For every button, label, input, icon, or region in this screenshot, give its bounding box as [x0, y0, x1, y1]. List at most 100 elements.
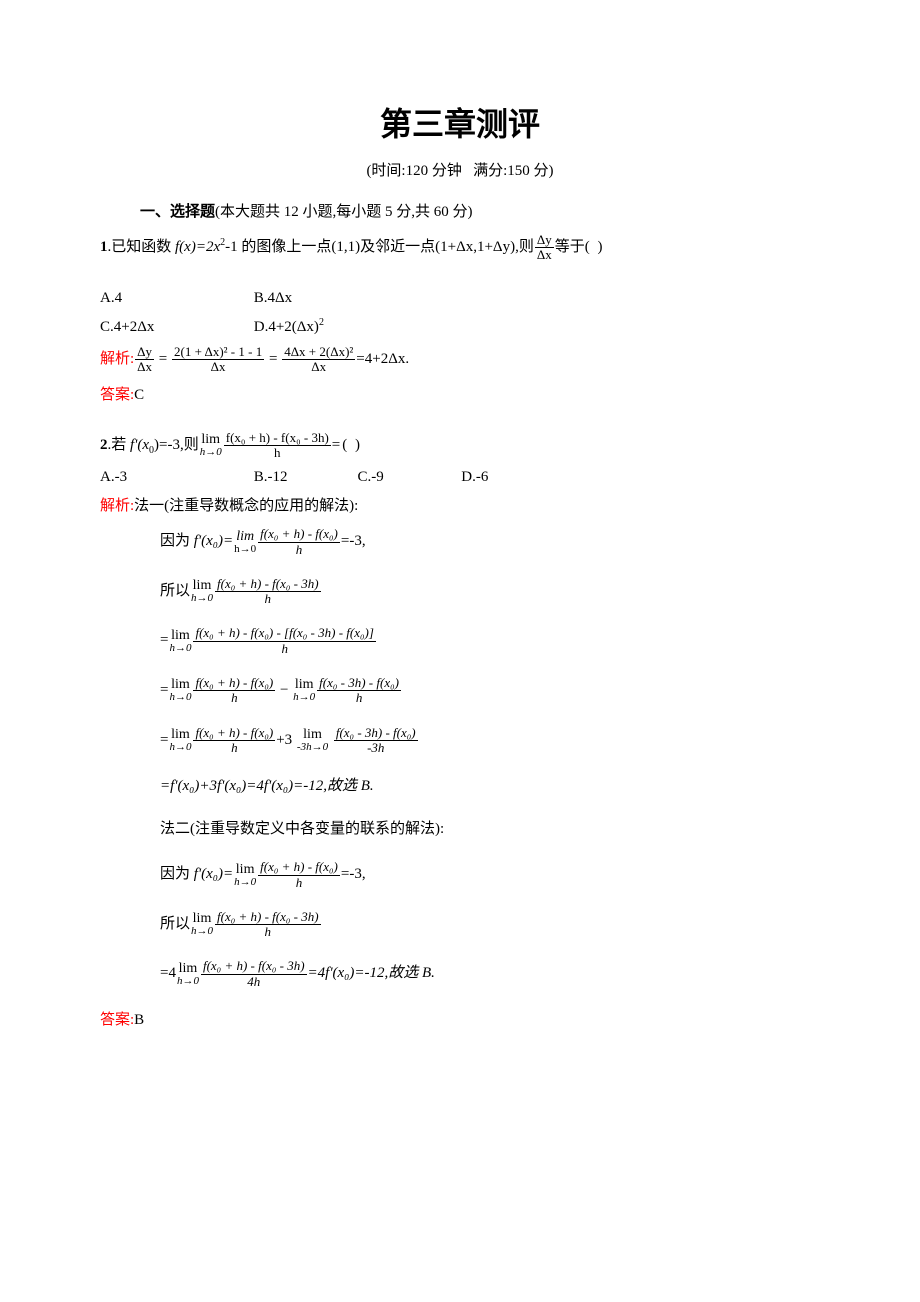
q2-m1-l4-lim2: limh→0	[293, 678, 315, 703]
q2-m1-l4-minus: −	[276, 682, 292, 698]
q2-options: A.-3 B.-12 C.-9 D.-6	[100, 466, 820, 489]
q2-m1-l4-f1-num: f(x₀ + h) - f(x₀)	[193, 676, 275, 691]
q2-m1-l4-f1: f(x₀ + h) - f(x₀)h	[193, 676, 275, 706]
q2-m2-l3-frac: f(x₀ + h) - f(x₀ - 3h)4h	[201, 959, 307, 989]
section-heading: 一、选择题(本大题共 12 小题,每小题 5 分,共 60 分)	[140, 201, 820, 224]
q1-opt-row1: A.4 B.4Δx	[100, 287, 820, 310]
q2-m1-l4-lim1: limh→0	[169, 678, 191, 703]
q2-m1-l4-f1-den: h	[193, 691, 275, 705]
q1-answer-label: 答案:	[100, 387, 134, 403]
q1-opt-d-exp: 2	[319, 317, 324, 328]
q2-m1-l5-plus3: +3	[276, 732, 292, 748]
q1-an-lhs-num: Δy	[135, 345, 154, 360]
q1-an-lhs: ΔyΔx	[135, 345, 154, 375]
q1-opt-d-pre: D.4+2(Δx)	[254, 319, 319, 335]
page-title: 第三章测评	[100, 100, 820, 148]
q1-an-f1-den: Δx	[172, 360, 264, 374]
q2-m2-line1: 因为 f'(x₀)=limh→0f(x₀ + h) - f(x₀)h=-3,	[160, 860, 820, 890]
q2-m1-l1-frac: f(x₀ + h) - f(x₀)h	[258, 527, 340, 557]
q2-m1-l2-lim-top: lim	[191, 579, 213, 593]
q1-opt-a: A.4	[100, 287, 240, 310]
q2-m2-line3: =4limh→0f(x₀ + h) - f(x₀ - 3h)4h=4f'(x₀)…	[160, 959, 820, 989]
q2-m1-l1-lim: limh→0	[234, 530, 256, 555]
q1-opt-b: B.4Δx	[254, 287, 394, 310]
q1-an-lhs-den: Δx	[135, 360, 154, 374]
q2-analysis-label: 解析:	[100, 498, 134, 514]
q2-m1-l5-f2-den: -3h	[334, 741, 418, 755]
q2-m2-l3-tail: =4f'(x₀)=-12,故选 B.	[308, 966, 435, 982]
q1-an-f1: 2(1 + Δx)² - 1 - 1Δx	[172, 345, 264, 375]
q2-m2-l1-fp: f'(x₀)=	[194, 866, 233, 882]
q2-m1-l1-fp: f'(x₀)=	[194, 534, 233, 550]
q2-m1-l4-lim2-top: lim	[293, 678, 315, 692]
q1-func: f(x)=2x	[175, 239, 220, 255]
q2-analysis-header: 解析:法一(注重导数概念的应用的解法):	[100, 495, 820, 518]
q2-m1-l5-lim2-bot: -3h→0	[297, 742, 328, 753]
q1-an-f2-num: 4Δx + 2(Δx)²	[282, 345, 355, 360]
q1-t2: -1 的图像上一点(1,1)及邻近一点(1+Δx,1+Δy),则	[225, 239, 534, 255]
q2-m1-l3-lim: limh→0	[169, 629, 191, 654]
q2-m1-l1-pre: 因为	[160, 534, 194, 550]
q2-m2-l3-frac-num: f(x₀ + h) - f(x₀ - 3h)	[201, 959, 307, 974]
q2-opt-d: D.-6	[461, 466, 551, 489]
q2-blank: =( )	[332, 437, 362, 453]
q1-answer-val: C	[134, 387, 144, 403]
q2-m1-l4-lim1-bot: h→0	[169, 692, 191, 703]
q2-frac: f(x₀ + h) - f(x₀ - 3h)h	[224, 431, 331, 461]
q2-m1-l2-pre: 所以	[160, 583, 190, 599]
q1-opt-row2: C.4+2Δx D.4+2(Δx)2	[100, 315, 820, 339]
section-desc: (本大题共 12 小题,每小题 5 分,共 60 分)	[215, 204, 473, 220]
q2-eqn3: )=-3,则	[154, 437, 199, 453]
q2-m1-l2-frac-num: f(x₀ + h) - f(x₀ - 3h)	[215, 577, 321, 592]
time-unit: 分钟	[432, 163, 462, 179]
q1-num: 1	[100, 239, 108, 255]
q2-m2-l1-frac: f(x₀ + h) - f(x₀)h	[258, 860, 340, 890]
q1-frac-num: Δy	[535, 233, 554, 248]
q2-m2-l2-frac-den: h	[215, 925, 321, 939]
q2-m1-l5-lim1: limh→0	[169, 728, 191, 753]
q2-m2-line2: 所以limh→0f(x₀ + h) - f(x₀ - 3h)h	[160, 910, 820, 940]
time-value: 120	[406, 163, 429, 179]
q2-m2-l3-lim-bot: h→0	[177, 976, 199, 987]
q2-m1-l4-f2-num: f(x₀ - 3h) - f(x₀)	[317, 676, 401, 691]
q2-frac-num: f(x₀ + h) - f(x₀ - 3h)	[224, 431, 331, 446]
q2-m2-l3-lim: limh→0	[177, 962, 199, 987]
q2-lim: limh→0	[200, 433, 222, 458]
q2-m1-l1-lim-bot: h→0	[234, 544, 256, 555]
q2-answer-label: 答案:	[100, 1012, 134, 1028]
q1-t3: 等于	[555, 239, 585, 255]
q2-m1-l4-lim2-bot: h→0	[293, 692, 315, 703]
q1-an-res: =4+2Δx.	[356, 351, 409, 367]
q2-m1-l2-frac: f(x₀ + h) - f(x₀ - 3h)h	[215, 577, 321, 607]
q2-answer: 答案:B	[100, 1009, 820, 1032]
q2-m2-l2-lim-bot: h→0	[191, 926, 213, 937]
q2-m1-l5-f2-num: f(x₀ - 3h) - f(x₀)	[334, 726, 418, 741]
q2-m1-line3: =limh→0f(x₀ + h) - f(x₀) - [f(x₀ - 3h) -…	[160, 626, 820, 656]
q1-frac-den: Δx	[535, 248, 554, 262]
q2-m1-l5-lim2: lim-3h→0	[297, 728, 328, 753]
q2-m1-l3-lim-bot: h→0	[169, 643, 191, 654]
q1-opt-d: D.4+2(Δx)2	[254, 315, 394, 339]
q2-m1-line5: =limh→0f(x₀ + h) - f(x₀)h+3 lim-3h→0 f(x…	[160, 726, 820, 756]
q2-m1-l4-f2: f(x₀ - 3h) - f(x₀)h	[317, 676, 401, 706]
q2-m1-l1-frac-den: h	[258, 543, 340, 557]
q2-m1-l1-frac-num: f(x₀ + h) - f(x₀)	[258, 527, 340, 542]
q2-m1-l4-lim1-top: lim	[169, 678, 191, 692]
score-value: 150	[507, 163, 530, 179]
q2-opt-c: C.-9	[358, 466, 448, 489]
score-unit: 分)	[534, 163, 554, 179]
q1-analysis: 解析:ΔyΔx = 2(1 + Δx)² - 1 - 1Δx = 4Δx + 2…	[100, 345, 820, 375]
q2-lim-bot: h→0	[200, 447, 222, 458]
q2-m2-l2-frac: f(x₀ + h) - f(x₀ - 3h)h	[215, 910, 321, 940]
q2-m2-l2-pre: 所以	[160, 916, 190, 932]
q2-m2-l1-tail: =-3,	[341, 866, 366, 882]
q2-t1: .若	[108, 437, 131, 453]
q2-method1-title: 法一(注重导数概念的应用的解法):	[134, 498, 358, 514]
exam-info: (时间:120 分钟 满分:150 分)	[100, 160, 820, 183]
q1-analysis-label: 解析:	[100, 351, 134, 367]
q1-an-f2: 4Δx + 2(Δx)²Δx	[282, 345, 355, 375]
q1-an-f1-num: 2(1 + Δx)² - 1 - 1	[172, 345, 264, 360]
q1-frac: ΔyΔx	[535, 233, 554, 263]
section-title: 一、选择题	[140, 204, 215, 220]
question-2-stem: 2.若 f'(x0)=-3,则limh→0f(x₀ + h) - f(x₀ - …	[100, 431, 820, 461]
